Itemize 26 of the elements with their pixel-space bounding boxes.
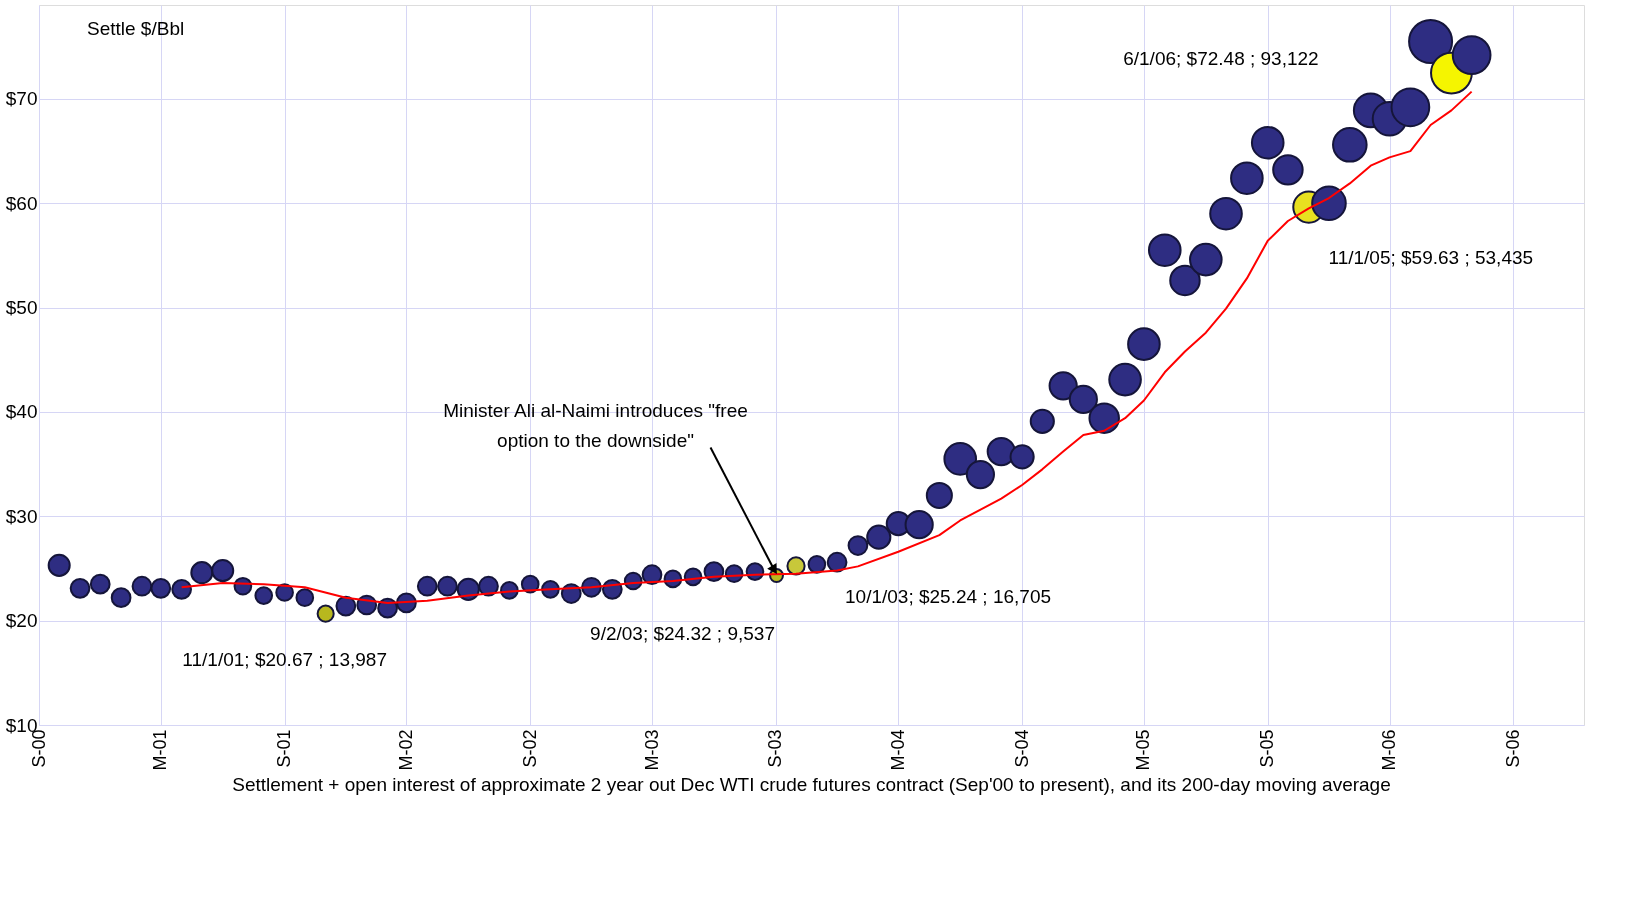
y-axis-title: Settle $/Bbl bbox=[87, 18, 185, 39]
y-tick-label: $30 bbox=[5, 505, 38, 527]
x-axis-title: Settlement + open interest of approximate 2 year out Dec WTI crude futures contract (Sep'00 to present), and its 200-day moving average bbox=[232, 774, 1391, 796]
y-tick-label: $40 bbox=[5, 401, 38, 423]
x-tick-label: S-06 bbox=[1502, 729, 1523, 768]
annotation: 10/1/03; $25.24 ; 16,705 bbox=[845, 585, 1052, 607]
x-tick-label: M-01 bbox=[150, 729, 171, 771]
x-tick-label: S-04 bbox=[1011, 729, 1032, 768]
x-tick-label: S-05 bbox=[1257, 729, 1278, 768]
y-tick-label: $20 bbox=[5, 610, 38, 632]
y-tick-label: $60 bbox=[5, 192, 38, 214]
annotation: Minister Ali al-Naimi introduces "free option to the downside" bbox=[443, 399, 748, 451]
x-tick-label: S-01 bbox=[274, 729, 295, 768]
annotation: 11/1/01; $20.67 ; 13,987 bbox=[182, 648, 387, 670]
annotation: 9/2/03; $24.32 ; 9,537 bbox=[590, 622, 775, 644]
x-tick-label: S-02 bbox=[519, 729, 540, 768]
x-tick-label: M-04 bbox=[887, 729, 908, 771]
x-tick-label: M-02 bbox=[395, 729, 416, 771]
x-tick-label: M-03 bbox=[641, 729, 662, 771]
x-tick-label: M-05 bbox=[1133, 729, 1154, 771]
annotation: 6/1/06; $72.48 ; 93,122 bbox=[1123, 48, 1319, 69]
x-tick-label: S-03 bbox=[765, 729, 786, 768]
y-tick-label: $50 bbox=[5, 297, 38, 319]
annotation: 11/1/05; $59.63 ; 53,435 bbox=[1328, 247, 1534, 269]
x-tick-label: M-06 bbox=[1379, 729, 1400, 771]
y-tick-label: $70 bbox=[5, 88, 38, 110]
